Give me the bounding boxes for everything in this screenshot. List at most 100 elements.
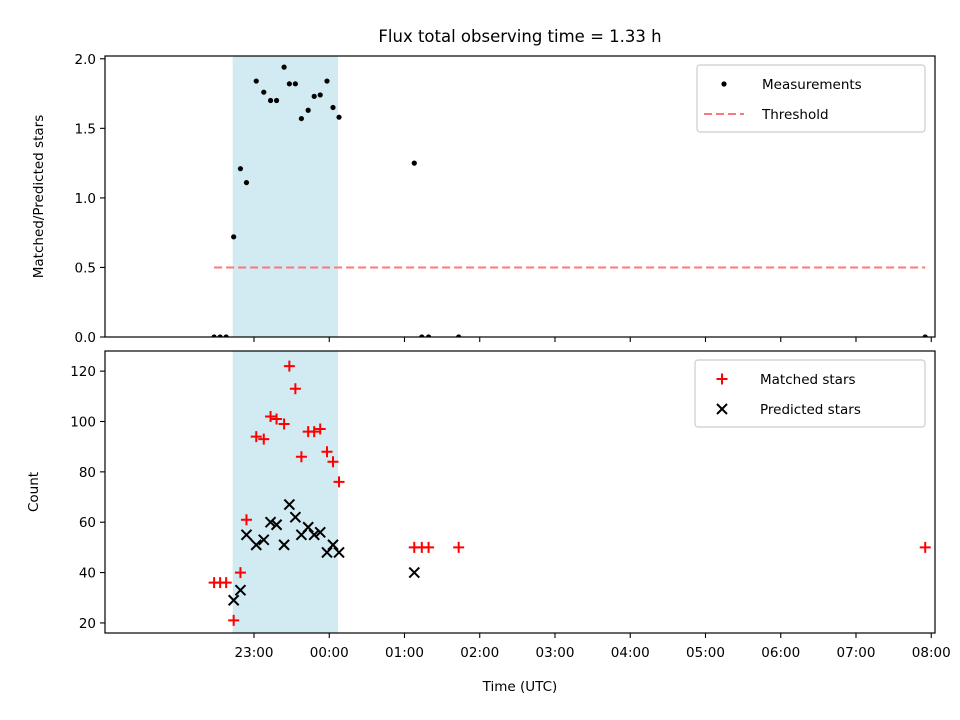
- panels-group: 0.0 0.5 1.0 1.5 2.0 Matched/Predicted stars Me…: [26, 52, 951, 661]
- data-point: [456, 334, 462, 337]
- data-point: [425, 334, 432, 337]
- data-point: [336, 114, 342, 120]
- data-point: [240, 529, 253, 541]
- data-point: [289, 511, 302, 523]
- panel-1: 0.0 0.5 1.0 1.5 2.0 Matched/Predicted stars Me…: [31, 52, 936, 346]
- data-point: [308, 529, 320, 541]
- legend-frame: [694, 359, 926, 428]
- y-tick-label: 0.0: [75, 330, 96, 346]
- data-point: [295, 451, 307, 463]
- data-point: [283, 498, 296, 511]
- data-point: [321, 446, 333, 458]
- data-point: [227, 594, 240, 606]
- data-point: [289, 383, 301, 395]
- x-tick-label: 07:00: [837, 645, 876, 661]
- y-tick-label: 1.0: [75, 191, 96, 207]
- observing-window-shade: [232, 351, 339, 633]
- data-point: [223, 334, 229, 337]
- x-tick-label: 01:00: [385, 645, 424, 661]
- y-tick-label: 60: [79, 515, 96, 531]
- data-point: [286, 81, 292, 87]
- data-point: [333, 476, 345, 488]
- data-point: [264, 516, 277, 528]
- axes-frame: [104, 55, 936, 338]
- legend-label: Measurements: [762, 77, 862, 93]
- data-point: [453, 541, 465, 553]
- data-point: [265, 410, 277, 422]
- y-tick-label: 2.0: [75, 52, 96, 68]
- x-tick-label: 05:00: [686, 645, 725, 661]
- data-point: [271, 413, 283, 425]
- legend-marker: [716, 403, 728, 415]
- data-point: [411, 160, 417, 166]
- data-point: [243, 179, 250, 186]
- data-point: [330, 104, 336, 111]
- data-point: [228, 614, 240, 626]
- data-point: [258, 433, 270, 445]
- data-point: [919, 541, 931, 553]
- data-point: [308, 426, 320, 438]
- data-point: [281, 64, 287, 70]
- series-group: [211, 64, 928, 337]
- legend-frame: [696, 64, 926, 133]
- data-point: [250, 431, 262, 443]
- data-point: [211, 334, 217, 337]
- data-point: [314, 423, 326, 435]
- data-point: [298, 115, 305, 122]
- data-point: [408, 566, 420, 579]
- data-point: [423, 541, 435, 553]
- data-point: [292, 81, 298, 87]
- x-tick-label: 08:00: [912, 645, 951, 661]
- data-point: [237, 166, 244, 172]
- data-point: [324, 78, 330, 84]
- data-point: [234, 567, 246, 579]
- y-tick-label: 1.5: [75, 121, 96, 137]
- y-tick-label: 20: [79, 616, 96, 632]
- data-point: [267, 97, 274, 104]
- x-tick-label: 06:00: [761, 645, 800, 661]
- data-point: [317, 92, 323, 98]
- data-point: [333, 546, 345, 559]
- data-point: [261, 89, 267, 95]
- data-point: [270, 519, 283, 531]
- x-tick-label: 03:00: [536, 645, 575, 661]
- data-point: [302, 521, 314, 533]
- data-point: [240, 514, 252, 526]
- panel-2: 23:00 00:00 01:00 02:00 03:00 04:00 05:00 06:00…: [26, 350, 951, 661]
- x-tick-label: 23:00: [235, 645, 274, 661]
- data-point: [273, 97, 280, 104]
- observing-window-shade: [232, 56, 339, 337]
- x-tick-label: 02:00: [460, 645, 499, 661]
- x-tick-label: 04:00: [611, 645, 650, 661]
- y-tick-label: 40: [79, 566, 96, 582]
- data-point: [278, 539, 290, 551]
- legend-label: Predicted stars: [760, 402, 861, 418]
- y-tick-label: 80: [79, 465, 96, 481]
- legend-label: Matched stars: [760, 372, 856, 388]
- y-tick-label: 100: [70, 415, 96, 431]
- data-point: [258, 534, 270, 546]
- y-tick-label: 120: [70, 364, 96, 380]
- x-tick-label: 00:00: [310, 645, 349, 661]
- legend: Measurements Threshold: [696, 64, 926, 133]
- data-point: [217, 334, 223, 337]
- data-point: [311, 93, 317, 99]
- legend-marker: [721, 81, 727, 87]
- data-point: [419, 334, 425, 337]
- y-tick-label: 0.5: [75, 260, 96, 276]
- data-point: [253, 78, 259, 84]
- data-point: [231, 234, 237, 240]
- data-point: [234, 584, 247, 596]
- data-point: [314, 526, 326, 538]
- x-axis-label: Time (UTC): [482, 679, 558, 695]
- y-axis-label: Count: [26, 472, 42, 512]
- data-point: [327, 456, 339, 468]
- data-point: [250, 539, 262, 551]
- axes-frame: [104, 350, 936, 634]
- legend-label: Threshold: [761, 107, 829, 123]
- data-point: [283, 360, 295, 372]
- data-point: [321, 546, 333, 559]
- data-point: [278, 418, 290, 430]
